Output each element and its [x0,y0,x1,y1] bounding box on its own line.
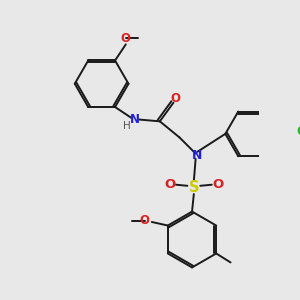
Text: H: H [123,121,131,131]
Text: Cl: Cl [296,125,300,138]
Text: O: O [140,214,150,227]
Text: N: N [130,113,140,126]
Text: O: O [121,32,131,45]
Text: N: N [192,149,202,162]
Text: O: O [170,92,180,105]
Text: S: S [189,180,199,195]
Text: O: O [164,178,176,190]
Text: O: O [212,178,224,190]
